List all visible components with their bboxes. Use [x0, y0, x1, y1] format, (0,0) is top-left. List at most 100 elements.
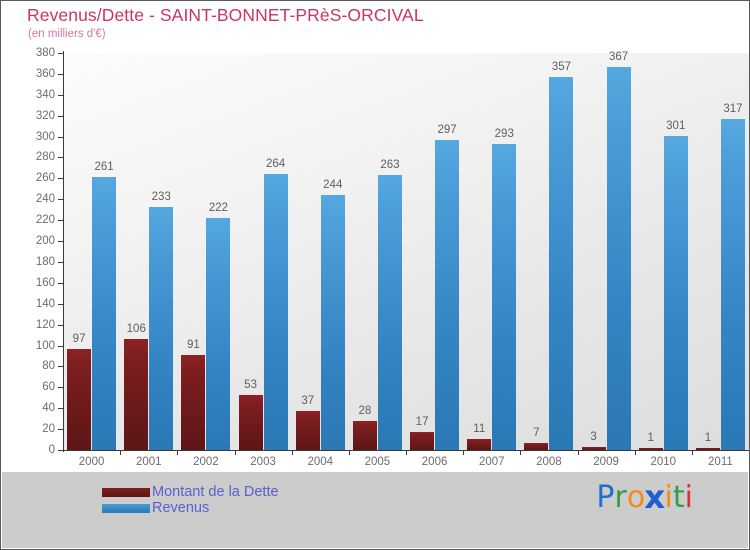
x-axis-tick-mark: [406, 450, 407, 455]
x-axis-tick-mark: [634, 450, 636, 455]
bar-dette[interactable]: [67, 348, 92, 450]
bar-revenus[interactable]: [92, 177, 117, 450]
x-axis-tick-mark: [577, 450, 579, 455]
x-axis-tick-label: 2009: [593, 456, 619, 468]
bar-value-label: 17: [415, 416, 429, 429]
y-axis-tick-mark: [58, 387, 63, 389]
bar-dette[interactable]: [181, 354, 206, 450]
y-axis-tick-mark: [58, 429, 63, 431]
bar-revenus[interactable]: [206, 218, 231, 450]
bar-dette[interactable]: [238, 394, 263, 450]
legend-item-dette: Montant de la Dette: [102, 484, 279, 500]
bar-dette[interactable]: [524, 442, 549, 450]
y-axis-tick-mark: [58, 199, 63, 201]
x-axis-tick-label: 2003: [250, 456, 276, 468]
y-axis-tick-label: 300: [35, 130, 55, 143]
y-axis-tick-mark: [58, 94, 63, 96]
y-axis-tick-label: 320: [35, 109, 55, 122]
y-axis-tick-mark: [58, 324, 63, 326]
x-axis-tick-mark: [463, 450, 465, 455]
bar-value-label: 367: [608, 50, 629, 63]
y-axis-tick-mark: [58, 73, 63, 75]
bar-dette[interactable]: [638, 448, 663, 450]
bar-value-label: 97: [72, 332, 86, 345]
y-axis-tick-mark: [58, 345, 63, 347]
legend-swatch-dette-icon: [102, 487, 150, 497]
x-axis-tick-mark: [691, 450, 693, 455]
bar-revenus[interactable]: [492, 143, 517, 450]
y-axis-tick-label: 120: [35, 318, 55, 331]
bar-value-label: 222: [208, 202, 228, 215]
y-axis-tick-label: 220: [35, 214, 55, 227]
bar-revenus[interactable]: [320, 195, 345, 450]
bar-revenus[interactable]: [149, 206, 174, 450]
bar-revenus[interactable]: [435, 139, 460, 450]
bar-value-label: 233: [151, 190, 171, 203]
y-axis-tick-label: 60: [42, 381, 55, 394]
y-axis-tick-label: 80: [42, 360, 55, 373]
y-axis-tick-label: 280: [35, 151, 55, 164]
bar-revenus[interactable]: [720, 118, 745, 450]
y-axis-tick-mark: [58, 241, 63, 243]
x-axis-tick-label: 2002: [193, 456, 219, 468]
y-axis-tick-label: 20: [42, 423, 55, 436]
chart-title: Revenus/Dette - SAINT-BONNET-PRèS-ORCIVA…: [27, 5, 424, 25]
y-axis-tick-label: 240: [35, 193, 55, 206]
chart-legend: Montant de la Dette Revenus: [102, 484, 279, 516]
bar-revenus[interactable]: [606, 66, 631, 450]
y-axis-tick-label: 200: [35, 235, 55, 248]
x-axis-tick-label: 2005: [364, 456, 391, 468]
bar-revenus[interactable]: [263, 174, 288, 450]
proxiti-logo: Proxiti: [596, 478, 693, 517]
x-axis-tick-mark: [177, 450, 179, 455]
x-axis-tick-label: 2008: [536, 456, 562, 468]
bar-value-label: 297: [437, 123, 457, 136]
y-axis-tick-label: 140: [35, 297, 55, 310]
bar-dette[interactable]: [124, 339, 149, 450]
x-axis-tick-label: 2006: [421, 456, 448, 468]
bar-value-label: 7: [533, 426, 540, 439]
y-axis-tick-label: 100: [35, 339, 55, 352]
y-axis-tick-mark: [58, 53, 63, 54]
y-axis-tick-mark: [58, 136, 63, 138]
logo-letter: x: [644, 478, 666, 517]
bar-value-label: 301: [666, 119, 686, 132]
y-axis-tick-mark: [58, 408, 63, 410]
x-axis-tick-mark: [520, 450, 522, 455]
bar-value-label: 244: [323, 179, 343, 192]
logo-letter: r: [614, 480, 627, 515]
bar-value-label: 261: [94, 161, 114, 174]
y-axis-tick-label: 380: [35, 47, 55, 59]
x-axis-tick-mark: [291, 450, 293, 455]
y-axis-line: [63, 51, 64, 452]
bar-value-label: 1: [704, 432, 712, 444]
bar-revenus[interactable]: [549, 77, 574, 450]
bar-value-label: 317: [723, 102, 743, 115]
logo-letter: P: [596, 480, 615, 515]
y-axis-tick-label: 180: [35, 255, 55, 268]
y-axis-tick-mark: [58, 115, 63, 117]
bar-value-label: 3: [590, 430, 597, 443]
y-axis-tick-label: 160: [35, 276, 55, 289]
y-axis-tick-mark: [58, 450, 63, 451]
chart-units-subtitle: (en milliers d'€): [28, 28, 106, 40]
bar-dette[interactable]: [467, 438, 492, 450]
bar-revenus[interactable]: [663, 135, 688, 450]
y-axis-tick-mark: [58, 366, 63, 368]
y-axis-tick-label: 260: [35, 172, 55, 185]
bar-dette[interactable]: [581, 446, 606, 450]
y-axis-tick-mark: [58, 178, 63, 180]
x-axis-tick-label: 2010: [650, 456, 677, 468]
bar-dette[interactable]: [695, 448, 720, 450]
bar-revenus[interactable]: [377, 175, 402, 450]
y-axis-tick-label: 0: [48, 444, 55, 456]
x-axis-tick-mark: [120, 450, 122, 455]
y-axis-tick-mark: [58, 282, 63, 284]
bar-dette[interactable]: [410, 432, 435, 450]
x-axis-tick-label: 2001: [135, 456, 162, 468]
bar-dette[interactable]: [295, 411, 320, 450]
bar-dette[interactable]: [352, 420, 377, 450]
bar-value-label: 106: [126, 323, 146, 336]
bar-value-label: 264: [265, 158, 286, 171]
